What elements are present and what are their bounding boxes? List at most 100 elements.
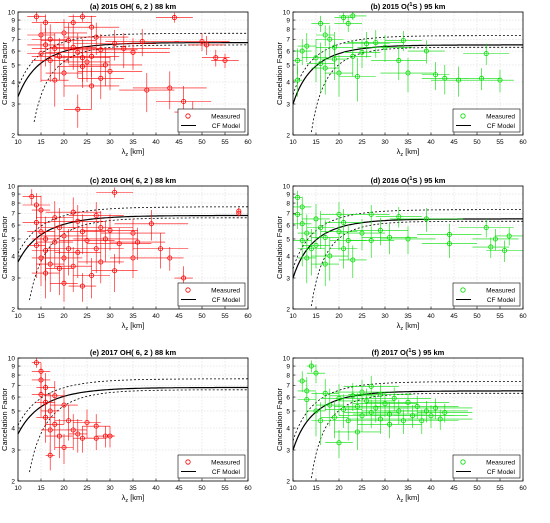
- x-tick-label: 25: [83, 313, 91, 320]
- data-point: [38, 229, 44, 235]
- data-point: [295, 58, 301, 64]
- data-point: [368, 383, 374, 389]
- data-point: [75, 249, 81, 255]
- data-point: [84, 238, 90, 244]
- legend-label-measured: Measured: [486, 287, 515, 294]
- x-tick-label: 45: [175, 139, 183, 146]
- x-tick-label: 55: [496, 485, 504, 492]
- data-point: [107, 227, 113, 233]
- data-point: [341, 406, 347, 412]
- data-point: [350, 393, 356, 399]
- data-point: [423, 48, 429, 54]
- y-tick-label: 2: [286, 306, 290, 313]
- data-point: [336, 440, 342, 446]
- xlabel-unit: [km]: [403, 493, 419, 502]
- y-tick-label: 4: [11, 253, 15, 260]
- data-point: [373, 40, 379, 46]
- y-tick-label: 6: [11, 394, 15, 401]
- data-point: [56, 53, 62, 59]
- y-tick-label: 2: [286, 132, 290, 139]
- data-point: [341, 15, 347, 21]
- data-point: [354, 73, 360, 79]
- measured-series: [31, 358, 115, 471]
- x-tick-label: 10: [14, 139, 22, 146]
- data-point: [341, 246, 347, 252]
- data-point: [107, 68, 113, 74]
- y-tick-label: 3: [286, 447, 290, 454]
- title-part: (d) 2016 O(: [371, 176, 410, 185]
- data-point: [139, 38, 145, 44]
- x-tick-label: 30: [106, 485, 114, 492]
- legend: Measured CF Model: [177, 454, 246, 479]
- y-tick-label: 4: [286, 425, 290, 432]
- data-point: [387, 234, 393, 240]
- data-point: [130, 49, 136, 55]
- legend: Measured CF Model: [452, 454, 521, 479]
- y-axis-label: Cancelation Factor: [0, 216, 9, 279]
- model-upper-bound: [292, 35, 523, 95]
- data-point: [318, 21, 324, 27]
- data-point: [322, 234, 328, 240]
- y-tick-label: 10: [283, 183, 291, 190]
- data-point: [43, 270, 49, 276]
- data-point: [47, 58, 53, 64]
- y-tick-label: 7: [11, 37, 15, 44]
- data-point: [304, 255, 310, 261]
- x-tick-label: 25: [358, 139, 366, 146]
- x-tick-label: 10: [289, 139, 297, 146]
- data-point: [299, 378, 305, 384]
- legend-marker-measured: [185, 459, 191, 465]
- data-point: [98, 75, 104, 81]
- title-part: S ) 95 km: [412, 176, 445, 185]
- data-point: [47, 261, 53, 267]
- legend-marker-measured: [185, 113, 191, 119]
- data-point: [336, 395, 342, 401]
- measured-series: [293, 12, 514, 102]
- x-tick-label: 15: [312, 313, 320, 320]
- data-point: [299, 238, 305, 244]
- y-tick-label: 6: [11, 48, 15, 55]
- legend-label-model: CF Model: [212, 297, 241, 304]
- y-tick-label: 3: [11, 275, 15, 282]
- y-axis-label: Cancelation Factor: [275, 42, 284, 105]
- data-point: [313, 408, 319, 414]
- data-point: [93, 246, 99, 252]
- data-point: [295, 77, 301, 83]
- data-point: [181, 99, 187, 105]
- data-point: [84, 419, 90, 425]
- y-tick-label: 7: [11, 383, 15, 390]
- x-tick-label: 45: [450, 313, 458, 320]
- y-tick-label: 8: [286, 26, 290, 33]
- data-point: [29, 194, 35, 200]
- xlabel-subscript: z: [400, 498, 403, 504]
- legend-label-measured: Measured: [211, 459, 240, 466]
- y-tick-label: 7: [11, 211, 15, 218]
- data-point: [373, 405, 379, 411]
- x-tick-label: 35: [129, 139, 137, 146]
- y-axis-label: Cancelation Factor: [0, 42, 9, 105]
- data-point: [102, 62, 108, 68]
- xlabel-symbol: λ: [122, 321, 126, 330]
- data-point: [199, 38, 205, 44]
- data-point: [52, 239, 58, 245]
- data-point: [433, 405, 439, 411]
- data-point: [47, 36, 53, 42]
- data-point: [368, 238, 374, 244]
- x-tick-label: 10: [14, 485, 22, 492]
- data-point: [350, 53, 356, 59]
- legend: Measured CF Model: [177, 108, 246, 133]
- x-tick-label: 45: [175, 313, 183, 320]
- data-point: [79, 14, 85, 20]
- x-tick-label: 60: [519, 139, 527, 146]
- data-point: [38, 51, 44, 57]
- data-point: [391, 395, 397, 401]
- y-tick-label: 2: [11, 306, 15, 313]
- data-point: [61, 70, 67, 76]
- data-point: [405, 236, 411, 242]
- data-point: [130, 230, 136, 236]
- data-point: [446, 241, 452, 247]
